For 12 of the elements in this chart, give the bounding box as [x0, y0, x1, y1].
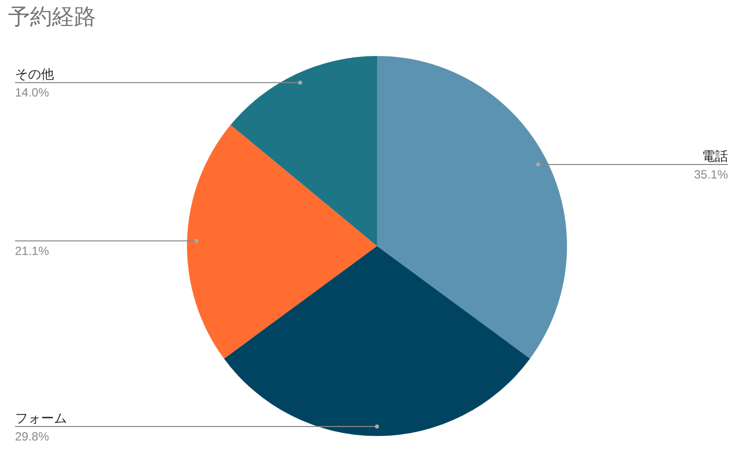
data-label: 29.8% [15, 430, 50, 444]
data-label: 21.1% [15, 244, 50, 258]
data-label: 14.0% [15, 86, 50, 100]
pie-slice [230, 56, 377, 246]
slice-label: 電話 [702, 150, 728, 165]
data-label: 35.1% [694, 168, 728, 182]
pie-slice [377, 56, 567, 359]
chart-title: 予約経路 [8, 4, 96, 32]
pie-slice [187, 124, 377, 359]
slice-label: その他 [15, 68, 54, 83]
slice-label: フォーム [15, 412, 67, 426]
pie-slice [224, 246, 530, 436]
